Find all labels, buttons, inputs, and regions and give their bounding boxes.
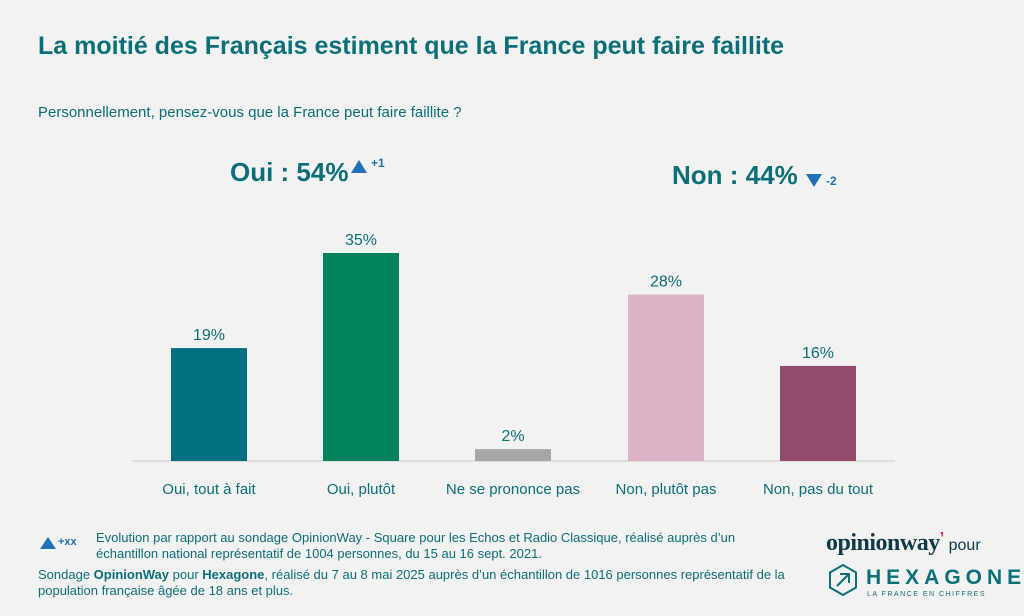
bar-value-label-1: 19% — [193, 327, 225, 344]
page-title: La moitié des Français estiment que la F… — [38, 32, 785, 60]
chart-question: Personnellement, pensez-vous que la Fran… — [38, 104, 462, 121]
category-label-1: Oui, tout à fait — [162, 481, 256, 498]
source-brand-hexagone: Hexagone — [202, 567, 265, 582]
down-arrow-icon — [806, 174, 822, 187]
hexagone-logo-icon — [829, 564, 857, 596]
category-label-3: Ne se prononce pas — [446, 481, 580, 498]
source-suffix: , réalisé du 7 au 8 mai 2025 auprès d’un… — [38, 567, 785, 598]
category-label-5: Non, pas du tout — [763, 481, 874, 498]
opinionway-accent-icon: ʼ — [939, 530, 945, 547]
bar-1 — [171, 348, 247, 461]
category-label-4: Non, plutôt pas — [616, 481, 717, 498]
bar-value-label-2: 35% — [345, 232, 377, 249]
bar-value-label-5: 16% — [802, 345, 834, 362]
source-note: Sondage OpinionWay pour Hexagone, réalis… — [38, 567, 818, 599]
up-arrow-icon — [351, 160, 367, 173]
legend-note: Evolution par rapport au sondage Opinion… — [96, 530, 736, 561]
summary-oui: Oui : 54% — [230, 157, 349, 187]
bar-2 — [323, 253, 399, 461]
bar-3 — [475, 449, 551, 461]
bar-value-label-4: 28% — [650, 274, 682, 291]
legend-up-arrow-icon — [40, 537, 56, 549]
bar-value-label-3: 2% — [501, 428, 524, 445]
opinionway-wordmark: opinionway — [826, 530, 940, 556]
legend-symbol: +xx — [58, 536, 77, 548]
hexagone-wordmark: HEXAGONE — [866, 566, 1024, 589]
summary-oui-delta: +1 — [371, 156, 385, 170]
summary-non: Non : 44% — [672, 160, 798, 190]
pour-label: pour — [948, 537, 981, 554]
opinionway-logo: opinionwayʼ pour — [826, 530, 981, 557]
hexagone-tagline: LA FRANCE EN CHIFFRES — [867, 591, 987, 598]
category-label-2: Oui, plutôt — [327, 481, 396, 498]
source-middle: pour — [169, 567, 203, 582]
bar-4 — [628, 294, 704, 461]
source-brand-opinionway: OpinionWay — [93, 567, 170, 582]
bar-5 — [780, 365, 856, 461]
summary-non-delta: -2 — [826, 174, 837, 188]
source-prefix: Sondage — [38, 567, 94, 582]
